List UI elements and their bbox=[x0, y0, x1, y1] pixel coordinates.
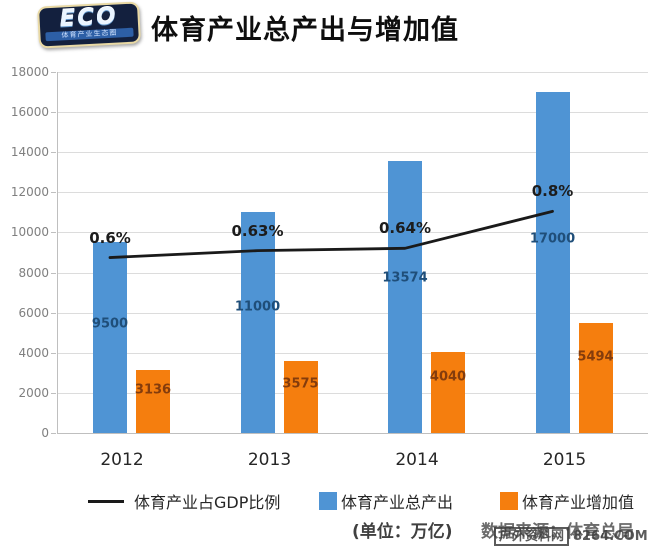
chart-title: 体育产业总产出与增加值 bbox=[151, 15, 459, 46]
y-axis-label: 10000 bbox=[10, 225, 49, 240]
y-axis-tick bbox=[51, 272, 56, 274]
y-axis-tick bbox=[51, 192, 56, 194]
gridline bbox=[58, 112, 648, 114]
watermark: 户外资料网 8264.COM bbox=[494, 527, 648, 546]
gdp-ratio-line bbox=[108, 209, 554, 259]
bar-value-label: 4040 bbox=[429, 369, 467, 385]
legend-gdp-ratio: 体育产业占GDP比例 bbox=[88, 490, 280, 512]
y-axis-label: 16000 bbox=[10, 105, 49, 120]
bar-value-label: 3575 bbox=[282, 376, 319, 392]
eco-logo: ECO 体育产业生态圈 bbox=[36, 1, 142, 49]
y-axis-tick bbox=[51, 72, 56, 73]
bar-value-label: 13574 bbox=[382, 270, 428, 286]
x-axis-year-label: 2012 bbox=[100, 450, 144, 470]
legend-line-sample bbox=[88, 499, 124, 503]
bar-value-label: 5494 bbox=[577, 349, 614, 365]
bar-total-output bbox=[535, 92, 570, 433]
watermark-site-name: 户外资料网 bbox=[494, 527, 570, 546]
legend-color-swatch bbox=[500, 492, 518, 510]
legend-color-swatch bbox=[319, 492, 337, 510]
x-axis-year-label: 2015 bbox=[542, 450, 587, 470]
y-axis-label: 6000 bbox=[18, 305, 49, 320]
bar-value-label: 9500 bbox=[91, 316, 129, 332]
gridline bbox=[58, 152, 648, 154]
bar-total-output bbox=[388, 160, 422, 433]
plot-area: 9500 3136 11000 3575 13574 4040 17000 5494 0.6% 0… bbox=[57, 72, 648, 434]
y-axis-label: 0 bbox=[41, 426, 49, 440]
y-axis-tick bbox=[51, 112, 56, 114]
gdp-percent-label: 0.64% bbox=[378, 219, 432, 238]
legend-total-output: 体育产业总产出 bbox=[319, 490, 453, 512]
legend-label: 体育产业占GDP比例 bbox=[134, 493, 281, 512]
bar-added-value bbox=[431, 351, 465, 433]
gridline bbox=[58, 72, 648, 73]
legend-added-value: 体育产业增加值 bbox=[500, 490, 634, 512]
legend-label: 体育产业总产出 bbox=[341, 493, 454, 512]
y-axis-tick bbox=[51, 352, 56, 354]
gridline bbox=[58, 192, 648, 194]
legend-label: 体育产业增加值 bbox=[522, 493, 635, 512]
y-axis-tick bbox=[51, 232, 56, 234]
gridline bbox=[58, 312, 648, 314]
bar-added-value bbox=[578, 322, 613, 433]
bar-value-label: 17000 bbox=[529, 231, 576, 247]
gridline bbox=[58, 352, 648, 354]
y-axis-label: 12000 bbox=[10, 185, 49, 200]
y-axis-label: 14000 bbox=[10, 145, 49, 160]
bar-total-output bbox=[93, 242, 127, 433]
y-axis-tick bbox=[51, 433, 56, 434]
gridline bbox=[58, 392, 648, 394]
gdp-percent-label: 0.6% bbox=[89, 228, 131, 247]
unit-note: (单位：万亿) bbox=[352, 522, 453, 542]
y-axis-label: 4000 bbox=[18, 345, 49, 360]
y-axis-label: 8000 bbox=[18, 265, 49, 280]
x-axis-year-label: 2014 bbox=[395, 450, 439, 470]
bar-value-label: 3136 bbox=[134, 382, 172, 398]
x-axis-year-label: 2013 bbox=[247, 450, 292, 470]
bar-added-value bbox=[136, 370, 170, 433]
bar-value-label: 11000 bbox=[234, 299, 281, 315]
gdp-percent-label: 0.8% bbox=[531, 182, 574, 201]
y-axis-label: 18000 bbox=[10, 65, 49, 79]
bar-added-value bbox=[283, 361, 318, 433]
y-axis-label: 2000 bbox=[18, 385, 49, 400]
y-axis-tick bbox=[51, 392, 56, 394]
y-axis-tick bbox=[51, 312, 56, 314]
watermark-domain: 8264.COM bbox=[573, 529, 648, 544]
gdp-percent-label: 0.63% bbox=[231, 221, 284, 240]
bar-total-output bbox=[240, 212, 275, 433]
gridline bbox=[58, 272, 648, 274]
y-axis-tick bbox=[51, 152, 56, 154]
